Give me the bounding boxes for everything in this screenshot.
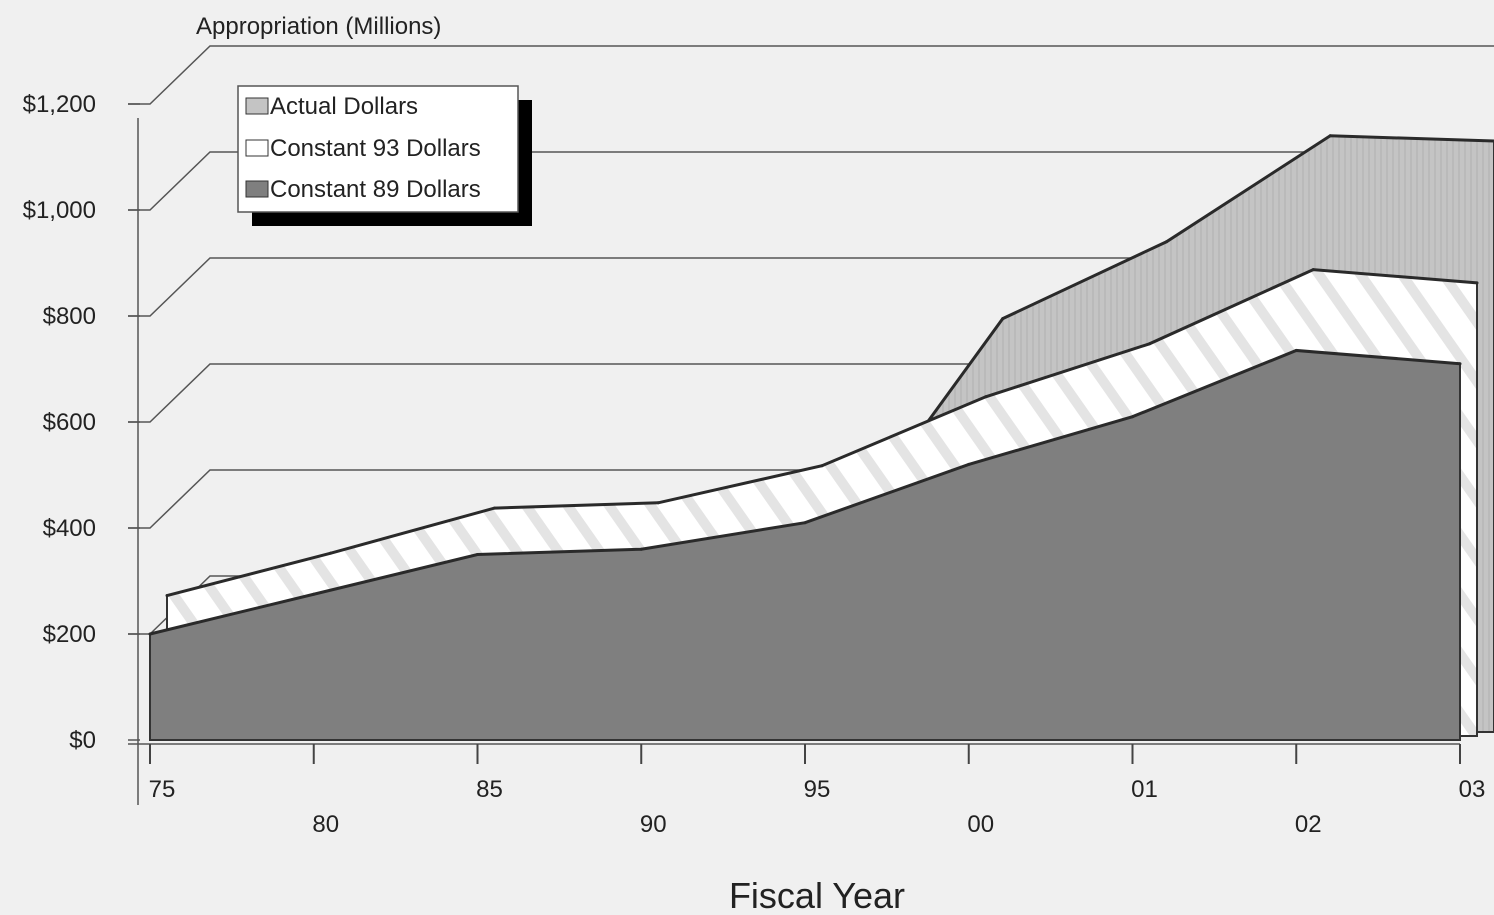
legend-box — [237, 85, 519, 213]
series-areas — [148, 134, 1494, 741]
y-tick-label-5: $1,000 — [23, 197, 96, 224]
x-tick-label-0: 75 — [149, 776, 176, 803]
point-constant-89-dollars-85 — [476, 553, 479, 556]
point-actual-dollars-02 — [1328, 134, 1332, 138]
x-tick-label-3: 90 — [640, 811, 667, 838]
y-tick-label-4: $800 — [43, 303, 96, 330]
x-axis-title: Fiscal Year — [729, 875, 905, 915]
point-constant-93-dollars-75 — [165, 594, 169, 598]
legend-label-constant93: Constant 93 Dollars — [270, 135, 481, 162]
point-constant-89-dollars-01 — [1131, 415, 1134, 419]
x-tick-label-2: 85 — [476, 776, 503, 803]
point-constant-89-dollars-00 — [967, 462, 971, 466]
point-constant-89-dollars-03 — [1458, 362, 1462, 366]
axes: $0 $200 $400 $600 $800 $1,000 $1,200 75 80 85 90 95… — [23, 91, 1486, 838]
point-constant-89-dollars-80 — [312, 592, 316, 596]
x-tick-label-4: 95 — [804, 776, 831, 803]
legend-swatch-constant93 — [245, 139, 269, 157]
legend: Actual Dollars Constant 93 Dollars Const… — [237, 85, 532, 226]
y-tick-label-2: $400 — [43, 515, 96, 542]
legend-swatch-actual — [245, 97, 269, 115]
x-tick-label-8: 03 — [1459, 776, 1486, 803]
point-actual-dollars-00 — [1001, 317, 1005, 321]
y-tick-label-3: $600 — [43, 409, 96, 436]
point-constant-93-dollars-85 — [493, 506, 496, 510]
point-constant-93-dollars-95 — [820, 464, 824, 468]
x-tick-label-1: 80 — [312, 811, 339, 838]
area-constant-89-dollars — [149, 349, 1461, 741]
point-constant-93-dollars-03 — [1475, 281, 1479, 285]
y-tick-label-1: $200 — [43, 621, 96, 648]
point-constant-93-dollars-80 — [329, 551, 333, 555]
x-tick-label-7: 02 — [1295, 811, 1322, 838]
point-constant-89-dollars-02 — [1294, 348, 1298, 352]
point-constant-89-dollars-75 — [148, 632, 152, 636]
point-constant-93-dollars-90 — [656, 501, 660, 505]
point-constant-93-dollars-02 — [1311, 268, 1315, 272]
y-tick-label-0: $0 — [69, 727, 96, 754]
legend-label-constant89: Constant 89 Dollars — [270, 176, 481, 203]
point-constant-93-dollars-01 — [1148, 342, 1151, 346]
x-tick-label-6: 01 — [1131, 776, 1158, 803]
legend-label-actual: Actual Dollars — [270, 93, 418, 120]
point-constant-89-dollars-95 — [803, 521, 807, 525]
y-tick-label-6: $1,200 — [23, 91, 96, 118]
point-constant-93-dollars-00 — [984, 395, 988, 399]
x-tick-label-5: 00 — [967, 811, 994, 838]
point-actual-dollars-01 — [1165, 240, 1168, 244]
y-axis-title: Appropriation (Millions) — [196, 13, 441, 40]
legend-swatch-constant89 — [245, 180, 269, 198]
point-constant-89-dollars-90 — [639, 547, 643, 551]
